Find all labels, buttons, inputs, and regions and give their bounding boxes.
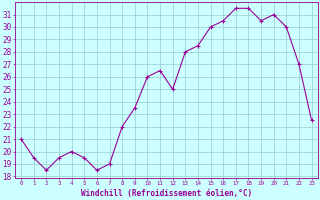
X-axis label: Windchill (Refroidissement éolien,°C): Windchill (Refroidissement éolien,°C) (81, 189, 252, 198)
